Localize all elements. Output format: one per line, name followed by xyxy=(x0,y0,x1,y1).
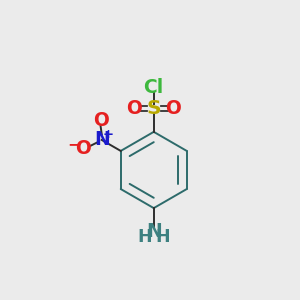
Text: −: − xyxy=(67,137,81,152)
Text: H: H xyxy=(137,228,152,246)
Text: H: H xyxy=(156,228,170,246)
Text: N: N xyxy=(94,130,110,149)
Text: S: S xyxy=(146,99,161,118)
Text: Cl: Cl xyxy=(144,79,164,98)
Text: O: O xyxy=(93,111,109,130)
Text: O: O xyxy=(126,99,142,118)
Text: N: N xyxy=(146,222,162,241)
Text: O: O xyxy=(165,99,181,118)
Text: O: O xyxy=(75,139,91,158)
Text: +: + xyxy=(103,128,114,141)
